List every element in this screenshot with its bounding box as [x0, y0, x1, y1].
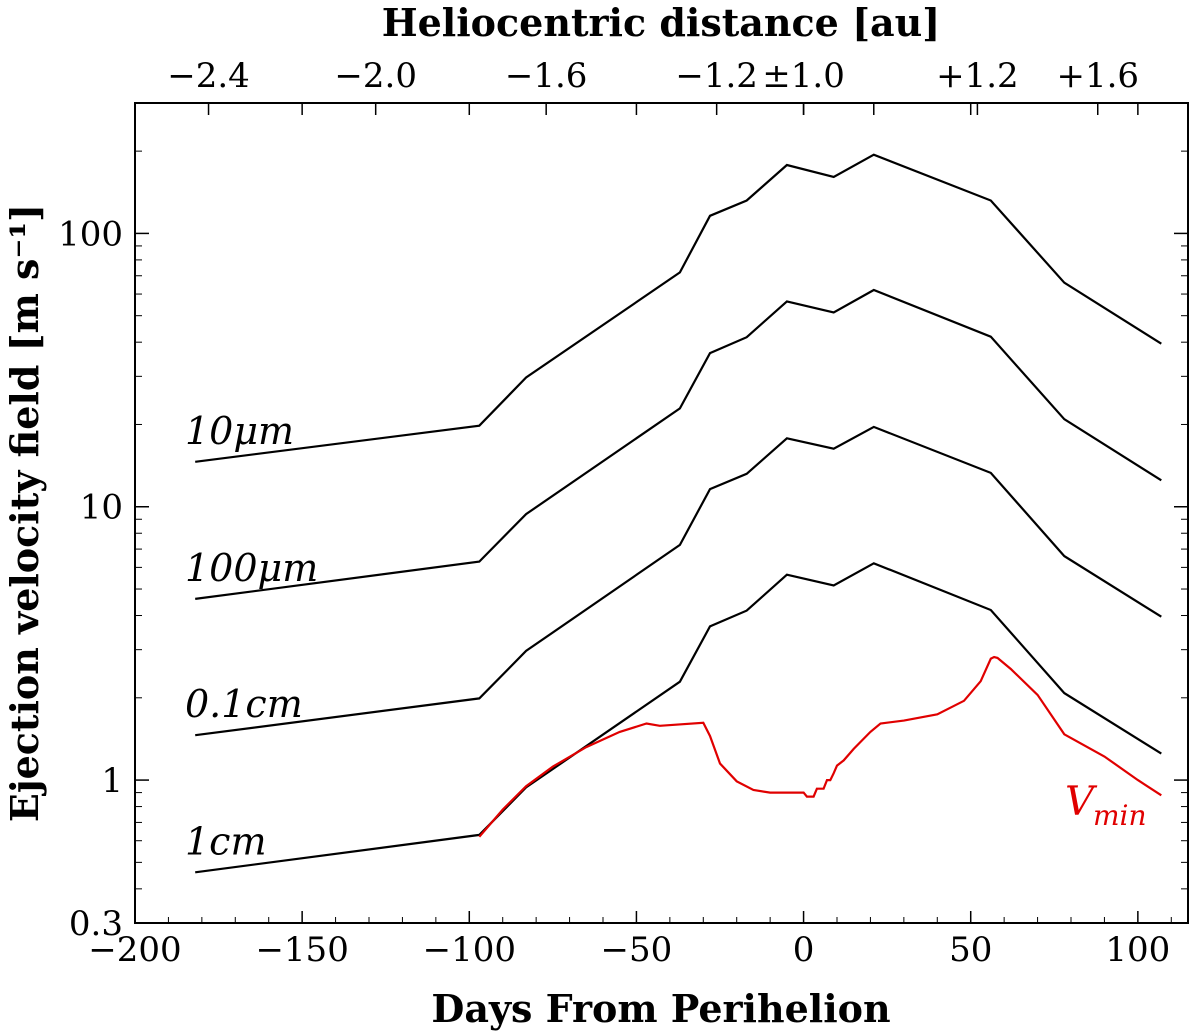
vmin-label-subscript: min — [1093, 799, 1147, 832]
top-tick-label: −1.2 — [675, 56, 758, 96]
y-tick-label: 100 — [58, 214, 123, 254]
top-tick-label: −2.0 — [334, 56, 417, 96]
axis-ticks: −200 −150 −100 −50 0 50 100 −2.4 −2.0 −1.6 −1.2 ±1.… — [58, 56, 1188, 970]
top-tick-label: −1.6 — [505, 56, 588, 96]
top-tick-label: ±1.0 — [762, 56, 845, 96]
y-tick-label: 10 — [80, 488, 123, 528]
x-tick-label: 50 — [949, 930, 992, 970]
series-line-1 — [195, 288, 1162, 600]
y-axis-title: Ejection velocity field [m s⁻¹] — [2, 204, 47, 822]
x-tick-label: −200 — [88, 930, 181, 970]
x-tick-label: −50 — [601, 930, 673, 970]
top-axis-title: Heliocentric distance [au] — [382, 0, 941, 45]
series-line-3 — [195, 562, 1162, 874]
top-tick-label: +1.6 — [1056, 56, 1139, 96]
plot-frame — [134, 102, 1189, 924]
x-axis-title: Days From Perihelion — [431, 986, 890, 1031]
vmin-label: V — [1065, 779, 1098, 825]
x-tick-label: 0 — [793, 930, 815, 970]
series-label-1: 100μm — [185, 546, 318, 590]
x-tick-label: 100 — [1105, 930, 1170, 970]
series-labels: 10μm 100μm 0.1cm 1cm V min — [185, 409, 1147, 863]
series-line-0 — [195, 153, 1162, 463]
series-lines — [195, 153, 1162, 874]
x-tick-label: −150 — [255, 930, 348, 970]
series-label-3: 1cm — [185, 819, 267, 863]
y-tick-label: 1 — [101, 761, 123, 801]
top-tick-label: +1.2 — [936, 56, 1019, 96]
series-line-2 — [195, 425, 1162, 737]
series-label-2: 0.1cm — [185, 682, 303, 726]
vmin-line — [478, 655, 1162, 838]
y-tick-label: 0.3 — [69, 904, 123, 944]
series-label-0: 10μm — [185, 409, 294, 453]
x-tick-label: −100 — [423, 930, 516, 970]
top-tick-label: −2.4 — [167, 56, 250, 96]
